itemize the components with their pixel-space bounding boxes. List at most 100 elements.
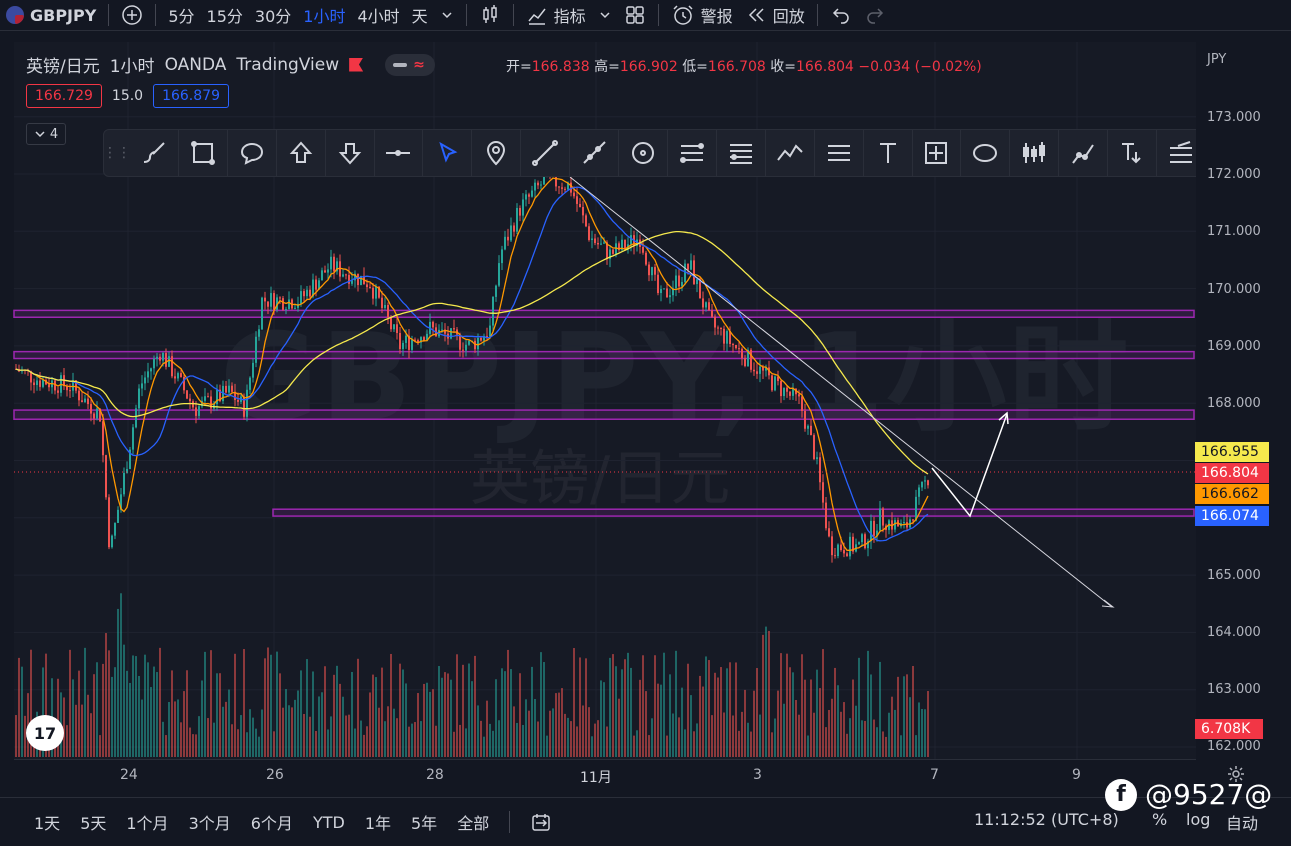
volume-bar	[447, 673, 449, 757]
replay-button[interactable]: 回放	[739, 0, 811, 31]
volume-bar	[876, 727, 878, 757]
long-short-tool[interactable]	[1010, 130, 1060, 176]
percent-toggle[interactable]: %	[1152, 810, 1168, 829]
volume-bar	[630, 667, 632, 757]
volume-bar	[864, 720, 866, 757]
brush-tool[interactable]	[130, 130, 179, 176]
candle-body	[354, 273, 356, 281]
layout-button[interactable]	[618, 0, 652, 31]
ellipse-tool[interactable]	[961, 130, 1011, 176]
timeframe-dropdown-button[interactable]	[434, 0, 460, 31]
alert-button[interactable]: 警报	[665, 0, 739, 31]
settings-button[interactable]	[1226, 764, 1246, 788]
volume-bar	[30, 649, 32, 757]
callout-tool[interactable]	[228, 130, 277, 176]
arrow-down-tool[interactable]	[326, 130, 375, 176]
indicators-button[interactable]: 指标	[520, 0, 592, 31]
trend-arrowhead	[1101, 599, 1115, 608]
buy-button[interactable]: 166.879	[153, 84, 229, 108]
timeframe-5m[interactable]: 5分	[168, 7, 195, 26]
fib-retracement-tool[interactable]	[668, 130, 717, 176]
candle-body	[690, 260, 692, 270]
pattern-tool[interactable]	[766, 130, 815, 176]
measure-tool[interactable]	[913, 130, 962, 176]
horizontal-line-tool[interactable]	[375, 130, 424, 176]
flag-icon[interactable]	[349, 57, 364, 72]
candle-body	[192, 401, 194, 408]
price-chart[interactable]	[0, 0, 1196, 790]
log-toggle[interactable]: log	[1186, 810, 1211, 829]
range-5d[interactable]: 5天	[80, 814, 107, 833]
price-label-tool[interactable]	[1108, 130, 1158, 176]
tradingview-logo[interactable]: 17	[26, 715, 64, 751]
range-5y[interactable]: 5年	[411, 814, 438, 833]
volume-bar	[894, 709, 896, 757]
volume-bar	[402, 669, 404, 757]
range-ytd[interactable]: YTD	[312, 812, 345, 832]
price-label-icon	[1122, 143, 1141, 164]
cursor-tool[interactable]	[423, 130, 473, 176]
timeframe-1h[interactable]: 1小时	[303, 7, 346, 26]
range-3m[interactable]: 3个月	[188, 814, 231, 833]
candle-body	[375, 286, 377, 299]
range-1d[interactable]: 1天	[34, 814, 61, 833]
timeframe-15m[interactable]: 15分	[206, 7, 243, 26]
visibility-toggle[interactable]: ≈	[385, 53, 436, 76]
symbol-search-button[interactable]: GBPJPY	[0, 0, 102, 31]
candle-body	[417, 340, 419, 343]
trend-line-tool[interactable]	[521, 130, 571, 176]
timeframe-30m[interactable]: 30分	[254, 7, 292, 26]
redo-button[interactable]	[858, 0, 892, 31]
clock-timezone[interactable]: 11:12:52 (UTC+8)	[974, 810, 1119, 829]
candle-body	[903, 522, 905, 524]
chart-type-button[interactable]	[473, 0, 507, 31]
pin-tool[interactable]	[472, 130, 522, 176]
circle-tool[interactable]	[619, 130, 668, 176]
compare-add-button[interactable]	[115, 0, 149, 31]
range-1y[interactable]: 1年	[364, 814, 391, 833]
ray-tool[interactable]	[570, 130, 620, 176]
volume-bar	[414, 722, 416, 757]
range-all[interactable]: 全部	[457, 814, 490, 833]
text-tool[interactable]	[864, 130, 913, 176]
rectangle-tool[interactable]	[179, 130, 228, 176]
volume-bar	[516, 722, 518, 757]
auto-toggle[interactable]: 自动	[1226, 814, 1259, 833]
undo-button[interactable]	[824, 0, 858, 31]
parallel-lines-tool[interactable]	[815, 130, 864, 176]
volume-bar	[708, 660, 710, 757]
volume-bar	[369, 692, 371, 757]
timeframe-4h[interactable]: 4小时	[357, 7, 400, 26]
date-range-button[interactable]	[520, 811, 562, 833]
sell-button[interactable]: 166.729	[26, 84, 102, 108]
indicators-collapse-button[interactable]: 4	[26, 123, 66, 145]
ma-slow-price-tag: 166.955	[1195, 442, 1269, 462]
candle-body	[270, 293, 272, 307]
range-6m[interactable]: 6个月	[250, 814, 293, 833]
chevron-down-icon	[600, 12, 610, 19]
range-1m[interactable]: 1个月	[126, 814, 169, 833]
drag-handle-icon[interactable]: ⋮⋮	[103, 145, 131, 161]
fib-extension-tool[interactable]	[717, 130, 766, 176]
candle-body	[333, 256, 335, 272]
volume-bar	[696, 723, 698, 757]
volume-bar	[342, 696, 344, 757]
volume-bar	[246, 732, 248, 757]
volume-bar	[267, 647, 269, 757]
trend-line-icon	[532, 140, 559, 166]
arrow-up-tool[interactable]	[277, 130, 326, 176]
candle-body	[402, 342, 404, 350]
lines-settings-tool[interactable]	[1157, 130, 1206, 176]
volume-bar	[348, 714, 350, 757]
legend-description[interactable]: 英镑/日元	[26, 57, 100, 77]
time-axis[interactable]	[14, 759, 1196, 789]
indicators-dropdown-button[interactable]	[592, 0, 618, 31]
timeframe-1d[interactable]: 天	[411, 7, 428, 26]
path-tool[interactable]	[1059, 130, 1109, 176]
price-axis[interactable]	[1196, 42, 1276, 759]
time-tick: 11月	[580, 770, 612, 786]
candle-body	[525, 194, 527, 200]
currency-label[interactable]: JPY	[1207, 52, 1227, 67]
candle-body	[165, 353, 167, 367]
top-toolbar: GBPJPY 5分 15分 30分 1小时 4小时 天 指标 警报 回放	[0, 0, 1291, 31]
